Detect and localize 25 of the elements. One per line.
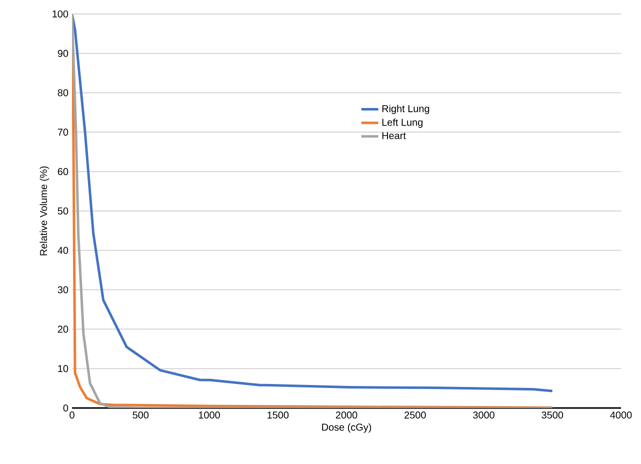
- x-tick-label: 2500: [404, 412, 426, 419]
- y-tick-label: 50: [58, 207, 68, 215]
- y-tick-label: 90: [58, 50, 68, 57]
- y-tick-label: 40: [58, 246, 68, 254]
- x-tick-label: 1500: [268, 412, 289, 419]
- y-tick-label: 10: [58, 365, 68, 372]
- y-tick-label: 20: [58, 326, 68, 333]
- legend-label: Heart: [382, 132, 406, 140]
- x-tick-label: 0: [70, 412, 74, 419]
- y-tick-label: 60: [58, 168, 68, 176]
- y-tick-label: 30: [58, 286, 68, 294]
- legend-label: Right Lung: [382, 104, 430, 114]
- y-tick-label: 80: [58, 89, 68, 96]
- y-axis-title: Relative Volume (%): [40, 166, 50, 256]
- x-tick-label: 500: [132, 412, 149, 419]
- legend-label: Left Lung: [382, 118, 422, 128]
- y-tick-label: 100: [52, 10, 68, 18]
- y-tick-label: 0: [63, 404, 68, 412]
- x-tick-label: 3500: [542, 412, 564, 419]
- x-tick-label: 2000: [336, 412, 358, 419]
- y-tick-label: 70: [58, 128, 68, 136]
- x-tick-label: 1000: [198, 412, 220, 419]
- x-tick-label: 3000: [473, 412, 494, 419]
- x-tick-label: 4000: [610, 412, 632, 419]
- x-axis-title: Dose (cGy): [322, 423, 372, 433]
